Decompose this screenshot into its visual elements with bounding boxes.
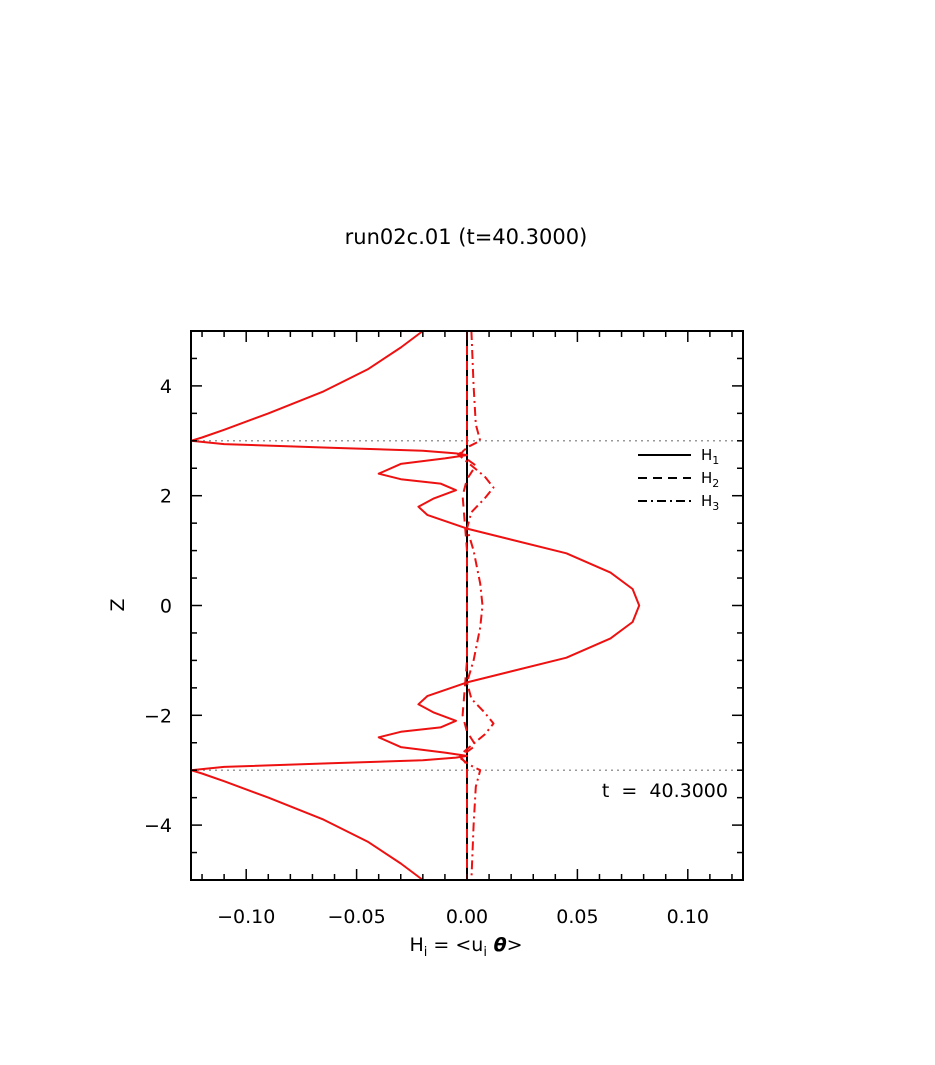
y-tick-label: 4: [160, 376, 172, 398]
x-tick-labels: −0.10 −0.05 0.00 0.05 0.10: [217, 906, 709, 928]
x-tick-label: 0.05: [556, 906, 598, 928]
series-line-dashed: [459, 331, 477, 880]
time-annotation: t = 40.3000: [602, 780, 728, 802]
legend-label: H3: [701, 492, 719, 513]
x-tick-label: 0.10: [667, 906, 709, 928]
legend-label: H2: [701, 469, 719, 490]
series-line-dashdot: [457, 330, 495, 881]
x-axis-label: Hi = <ui θ>: [409, 934, 522, 960]
x-tick-label: 0.00: [446, 906, 488, 928]
chart-title: run02c.01 (t=40.3000): [345, 225, 588, 249]
series-layer: [190, 330, 641, 881]
x-tick-label: −0.10: [217, 906, 275, 928]
y-axis-label: Z: [107, 598, 129, 611]
y-tick-label: −4: [144, 815, 172, 837]
y-tick-label: −2: [144, 705, 172, 727]
legend-label: H1: [701, 446, 719, 467]
series-line-solid: [190, 330, 641, 881]
y-tick-labels: −4 −2 0 2 4: [144, 376, 172, 837]
y-tick-label: 0: [160, 596, 172, 618]
x-tick-label: −0.05: [327, 906, 385, 928]
tick-marks: [191, 331, 743, 880]
y-tick-label: 2: [160, 486, 172, 508]
